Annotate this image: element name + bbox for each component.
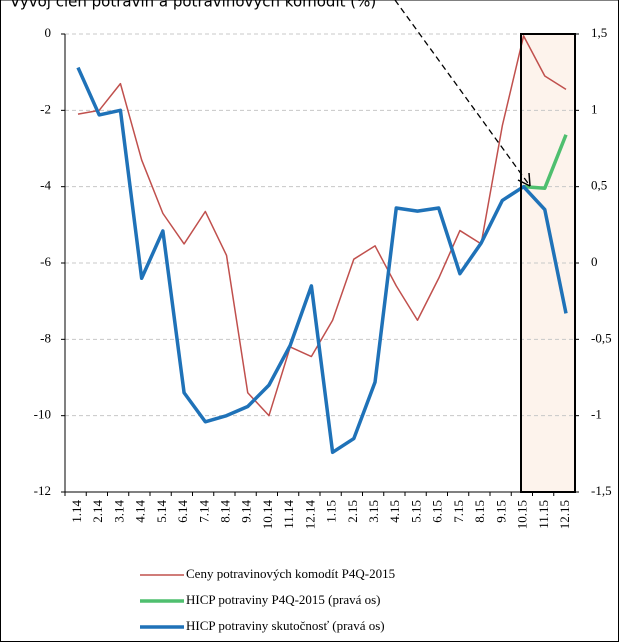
x-tick-label: 9.15	[493, 500, 508, 523]
y2-tick-label: 0,5	[591, 178, 607, 193]
x-tick-label: 12.14	[302, 500, 317, 530]
x-tick-label: 1.14	[69, 500, 84, 523]
x-tick-label: 3.14	[111, 500, 126, 523]
x-tick-label: 6.15	[430, 500, 445, 523]
legend-label: HICP potraviny P4Q-2015 (pravá os)	[186, 592, 381, 607]
y2-tick-label: 1	[591, 101, 598, 116]
y-tick-label: 0	[45, 25, 52, 40]
x-tick-label: 7.15	[451, 500, 466, 523]
chart-title: Vývoj cien potravín a potravinových komo…	[10, 0, 376, 11]
x-tick-label: 10.14	[260, 500, 275, 530]
x-tick-label: 4.15	[387, 500, 402, 523]
y2-tick-label: -1,5	[591, 483, 612, 498]
x-tick-label: 2.15	[345, 500, 360, 523]
x-tick-label: 4.14	[133, 500, 148, 523]
y-tick-label: -10	[34, 407, 51, 422]
legend-label: Ceny potravinových komodít P4Q-2015	[186, 566, 395, 581]
x-tick-label: 11.15	[536, 500, 551, 529]
y2-tick-label: -1	[591, 407, 602, 422]
arrow	[394, 0, 531, 187]
x-tick-label: 8.14	[218, 500, 233, 523]
legend-label: HICP potraviny skutočnosť (pravá os)	[186, 618, 385, 633]
forecast-frame	[520, 33, 576, 493]
y2-tick-label: 1,5	[591, 25, 607, 40]
x-tick-label: 5.14	[154, 500, 169, 523]
y2-tick-label: -0,5	[591, 330, 612, 345]
x-tick-label: 2.14	[90, 500, 105, 523]
x-tick-label: 5.15	[408, 500, 423, 523]
y2-tick-label: 0	[591, 254, 598, 269]
arrow-head	[517, 172, 531, 187]
series-line	[76, 66, 568, 455]
x-tick-label: 3.15	[366, 500, 381, 523]
x-tick-label: 8.15	[472, 500, 487, 523]
x-tick-label: 1.15	[324, 500, 339, 523]
x-tick-label: 9.14	[239, 500, 254, 523]
x-tick-label: 11.14	[281, 500, 296, 529]
x-tick-label: 6.14	[175, 500, 190, 523]
x-tick-label: 12.15	[557, 500, 572, 529]
y-tick-label: -12	[34, 483, 51, 498]
series-line	[77, 35, 567, 417]
y-tick-label: -8	[40, 330, 51, 345]
y-tick-label: -4	[40, 178, 51, 193]
y-tick-label: -6	[40, 254, 51, 269]
x-tick-label: 10.15	[515, 500, 530, 529]
y-tick-label: -2	[40, 101, 51, 116]
x-tick-label: 7.14	[196, 500, 211, 523]
series-line	[523, 134, 568, 190]
